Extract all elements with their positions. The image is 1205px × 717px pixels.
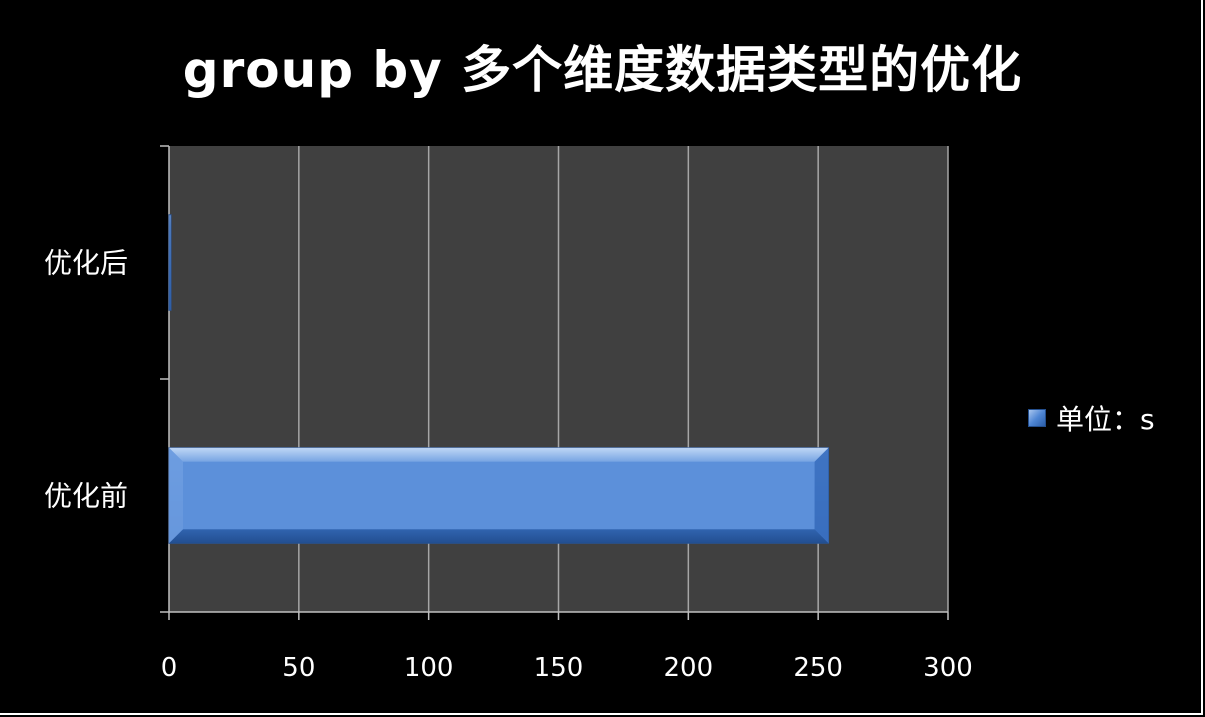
legend-swatch [1028, 409, 1046, 427]
x-tick-label: 150 [534, 653, 584, 683]
bar [168, 447, 830, 544]
legend-label: 单位：s [1056, 403, 1155, 436]
x-tick-label: 300 [923, 653, 973, 683]
category-label: 优化后 [44, 247, 128, 280]
x-tick-label: 0 [161, 653, 178, 683]
bar [168, 214, 172, 311]
chart-title: group by 多个维度数据类型的优化 [182, 41, 1023, 99]
category-label: 优化前 [44, 480, 128, 513]
bars [168, 214, 830, 544]
x-tick-label: 100 [404, 653, 454, 683]
x-tick-label: 250 [793, 653, 843, 683]
x-tick-label: 50 [282, 653, 315, 683]
x-tick-label: 200 [664, 653, 714, 683]
legend: 单位：s [1028, 398, 1155, 438]
